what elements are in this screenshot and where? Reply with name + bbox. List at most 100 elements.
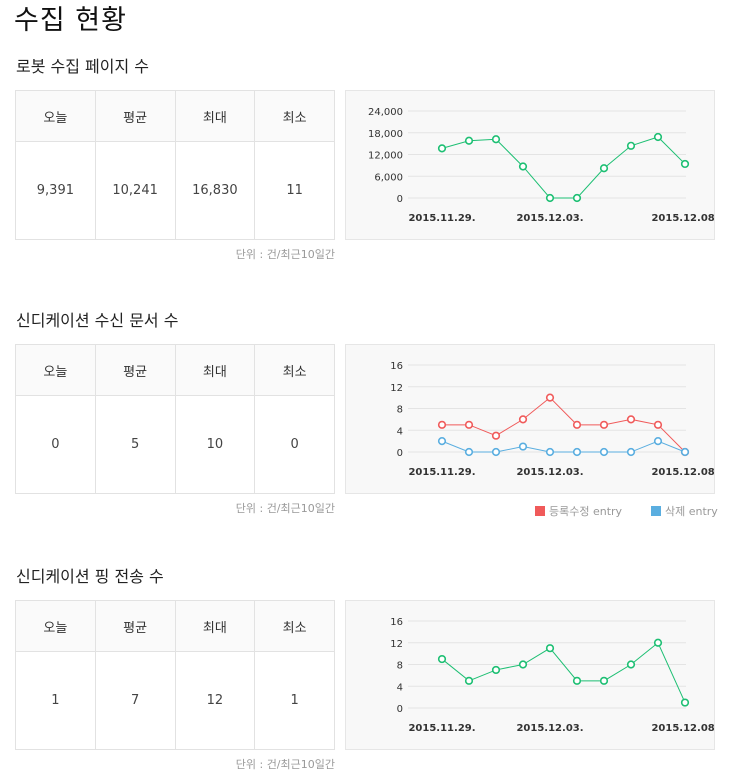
stat-header-average: 평균 bbox=[94, 90, 176, 142]
series-line bbox=[441, 440, 686, 453]
x-tick-label: 2015.12.08. bbox=[651, 723, 714, 734]
x-tick-label: 2015.12.08. bbox=[651, 213, 714, 224]
data-point bbox=[680, 447, 690, 457]
data-point bbox=[545, 644, 555, 653]
y-tick-label: 12,000 bbox=[368, 151, 403, 162]
legend-swatch-red bbox=[535, 506, 545, 516]
y-tick-label: 16 bbox=[390, 361, 403, 372]
legend-item-delete: 삭제 entry bbox=[651, 503, 718, 519]
legend-label: 삭제 entry bbox=[665, 505, 718, 518]
chart-syndication-ping: 16 12 8 4 0 2015.11.29. 2015.12.03. 2015.12.08. bbox=[345, 600, 715, 750]
section-title-syndication-ping: 신디케이션 핑 전송 수 bbox=[16, 567, 164, 586]
legend-label: 등록수정 entry bbox=[549, 505, 623, 518]
stat-value-average: 5 bbox=[94, 395, 176, 494]
stat-value-min: 11 bbox=[254, 141, 335, 240]
y-tick-label: 4 bbox=[397, 682, 403, 693]
data-point bbox=[464, 420, 474, 429]
data-point bbox=[491, 665, 501, 675]
x-tick-label: 2015.11.29. bbox=[408, 213, 475, 224]
stat-value-max: 10 bbox=[174, 395, 256, 494]
legend-item-register-update: 등록수정 entry bbox=[535, 503, 622, 519]
legend-swatch-blue bbox=[651, 506, 661, 516]
x-tick-label: 2015.11.29. bbox=[408, 467, 475, 478]
y-tick-label: 4 bbox=[397, 426, 403, 437]
data-point bbox=[653, 132, 663, 142]
x-tick-label: 2015.12.08. bbox=[651, 467, 714, 478]
y-tick-label: 18,000 bbox=[368, 129, 403, 140]
data-point bbox=[626, 447, 636, 457]
data-point bbox=[599, 447, 609, 457]
stat-header-min: 최소 bbox=[254, 600, 335, 652]
data-point bbox=[680, 159, 690, 169]
series-line bbox=[441, 136, 686, 199]
stat-value-today: 0 bbox=[15, 395, 96, 494]
x-tick-label: 2015.12.03. bbox=[516, 723, 583, 734]
y-tick-label: 24,000 bbox=[368, 107, 403, 118]
y-tick-label: 8 bbox=[397, 661, 403, 672]
data-point bbox=[437, 654, 447, 664]
x-tick-label: 2015.11.29. bbox=[408, 723, 475, 734]
stat-value-max: 16,830 bbox=[174, 141, 256, 240]
stat-header-min: 최소 bbox=[254, 90, 335, 142]
data-point bbox=[518, 415, 528, 424]
data-point bbox=[437, 144, 447, 153]
y-tick-label: 0 bbox=[397, 704, 403, 715]
stat-header-min: 최소 bbox=[254, 344, 335, 396]
stat-header-average: 평균 bbox=[94, 600, 176, 652]
series-line bbox=[441, 641, 686, 703]
data-point bbox=[437, 420, 447, 429]
data-point bbox=[572, 193, 582, 203]
data-point bbox=[653, 638, 663, 647]
stat-value-max: 12 bbox=[174, 651, 256, 750]
data-point bbox=[464, 447, 474, 457]
stat-value-average: 7 bbox=[94, 651, 176, 750]
data-point bbox=[464, 676, 474, 685]
data-point bbox=[437, 437, 447, 446]
y-tick-label: 12 bbox=[390, 383, 403, 394]
stat-header-average: 평균 bbox=[94, 344, 176, 396]
data-point bbox=[653, 437, 663, 446]
data-point bbox=[572, 676, 582, 685]
stat-header-today: 오늘 bbox=[15, 600, 96, 652]
data-point bbox=[680, 698, 690, 707]
line-chart: 16 12 8 4 0 2015.11.29. 2015.12.03. 2015.12.08. bbox=[390, 617, 714, 734]
y-tick-label: 6,000 bbox=[374, 172, 403, 183]
stat-value-average: 10,241 bbox=[94, 141, 176, 240]
stat-value-today: 1 bbox=[15, 651, 96, 750]
data-point bbox=[626, 660, 636, 669]
stats-table-syndication-ping: 오늘 평균 최대 최소 1 7 12 1 bbox=[15, 600, 335, 750]
y-tick-label: 8 bbox=[397, 405, 403, 416]
stat-value-min: 0 bbox=[254, 395, 335, 494]
data-point bbox=[518, 660, 528, 669]
x-tick-label: 2015.12.03. bbox=[516, 213, 583, 224]
line-chart: 24,000 18,000 12,000 6,000 0 2015.11.29. 2015.… bbox=[368, 107, 714, 224]
unit-note: 단위 : 건/최근10일간 bbox=[235, 248, 335, 261]
stats-table-syndication-received: 오늘 평균 최대 최소 0 5 10 0 bbox=[15, 344, 335, 494]
y-tick-label: 12 bbox=[390, 639, 403, 650]
data-point bbox=[599, 676, 609, 685]
data-point bbox=[599, 164, 609, 173]
data-point bbox=[599, 420, 609, 429]
chart-robot-crawl: 24,000 18,000 12,000 6,000 0 2015.11.29. 2015.… bbox=[345, 90, 715, 240]
data-point bbox=[464, 136, 474, 145]
data-point bbox=[518, 442, 528, 451]
stat-value-today: 9,391 bbox=[15, 141, 96, 240]
y-tick-label: 16 bbox=[390, 617, 403, 628]
section-title-robot-crawl: 로봇 수집 페이지 수 bbox=[16, 57, 150, 76]
section-title-syndication-received: 신디케이션 수신 문서 수 bbox=[16, 311, 179, 330]
chart-syndication-received: 16 12 8 4 0 2015.11.29. 2015.12.03. 2015.12.08. bbox=[345, 344, 715, 494]
unit-note: 단위 : 건/최근10일간 bbox=[235, 758, 335, 771]
data-point bbox=[545, 393, 555, 402]
data-point bbox=[491, 447, 501, 457]
page-title: 수집 현황 bbox=[14, 5, 127, 36]
stat-header-today: 오늘 bbox=[15, 90, 96, 142]
data-point bbox=[491, 135, 501, 144]
data-point bbox=[545, 193, 555, 203]
stats-table-robot-crawl: 오늘 평균 최대 최소 9,391 10,241 16,830 11 bbox=[15, 90, 335, 240]
stat-header-max: 최대 bbox=[174, 90, 256, 142]
stat-header-max: 최대 bbox=[174, 600, 256, 652]
series-line bbox=[442, 396, 686, 453]
data-point bbox=[572, 420, 582, 429]
data-point bbox=[626, 415, 636, 424]
unit-note: 단위 : 건/최근10일간 bbox=[235, 502, 335, 515]
